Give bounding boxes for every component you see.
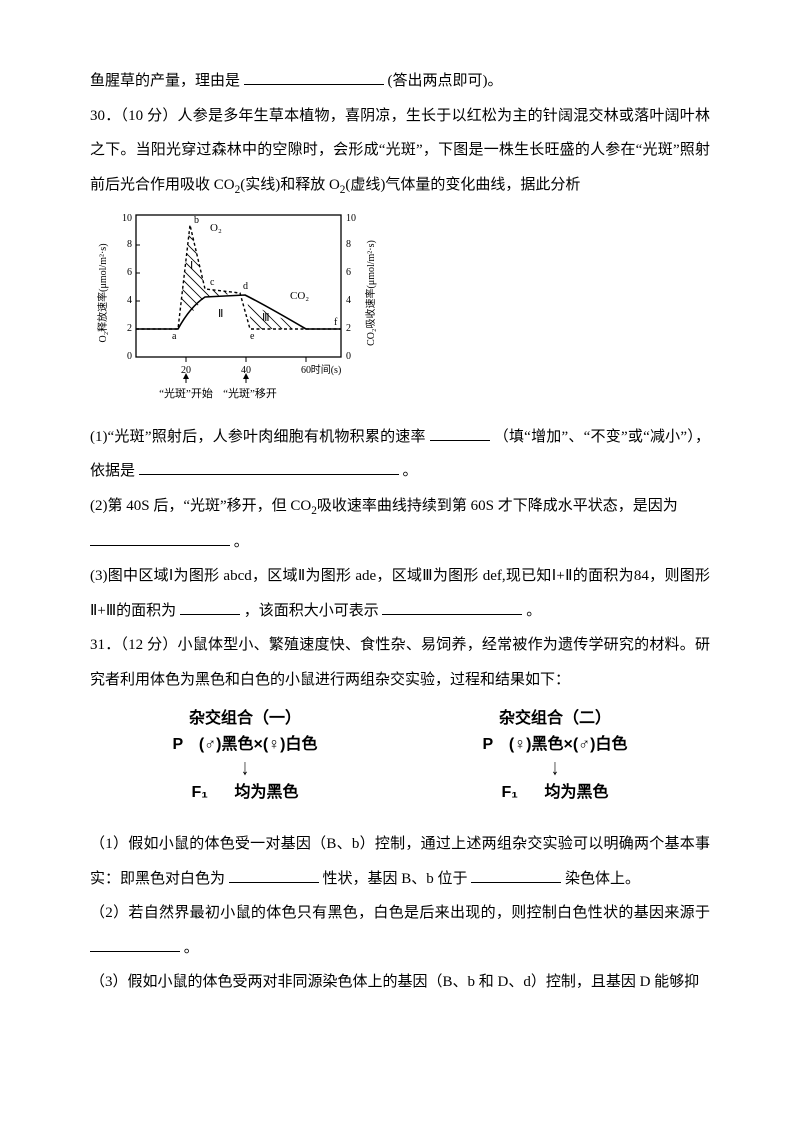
top-fragment-suffix: (答出两点即可)。	[388, 73, 503, 89]
q31-header: 31．（12 分）小鼠体型小、繁殖速度快、食性杂、易饲养，经常被作为遗传学研究的…	[90, 628, 710, 697]
svg-text:10: 10	[346, 213, 356, 224]
q31-p2-pre: （2）若自然界最初小鼠的体色只有黑色，白色是后来出现的，则控制白色性状的基因来源…	[90, 905, 710, 921]
svg-text:4: 4	[346, 295, 351, 306]
y-left-ticks: 0 2 4 6 8 10	[122, 213, 140, 362]
down-arrow-icon: ↓	[241, 758, 249, 780]
cross-left-p: P (♂)黑色×(♀)白色	[172, 733, 317, 757]
svg-text:Ⅰ: Ⅰ	[190, 260, 193, 272]
co2-curve	[136, 295, 341, 329]
down-arrow-icon: ↓	[551, 758, 559, 780]
q30-chart: 0 2 4 6 8 10 0 2 4 6 8 10	[90, 207, 710, 416]
q31-p3-text: （3）假如小鼠的体色受两对非同源染色体上的基因（B、b 和 D、d）控制，且基因…	[90, 974, 699, 990]
q30-p3-mid: ，该面积大小可表示	[244, 603, 379, 619]
q30-part1: (1)“光斑”照射后，人参叶肉细胞有机物积累的速率 （填“增加”、“不变”或“减…	[90, 420, 710, 489]
cross-diagrams: 杂交组合（一） P (♂)黑色×(♀)白色 ↓ F₁ 均为黑色 杂交组合（二） …	[90, 707, 710, 805]
q30-p1-pre: (1)“光斑”照射后，人参叶肉细胞有机物积累的速率	[90, 429, 426, 445]
q30-header: 30．（10 分）人参是多年生草本植物，喜阴凉，生长于以红松为主的针阔混交林或落…	[90, 99, 710, 204]
cross-right: 杂交组合（二） P (♀)黑色×(♂)白色 ↓ F₁ 均为黑色	[482, 707, 627, 805]
q31-part3: （3）假如小鼠的体色受两对非同源染色体上的基因（B、b 和 D、d）控制，且基因…	[90, 965, 710, 1000]
svg-text:d: d	[243, 281, 248, 292]
blank	[229, 867, 319, 883]
q30-p2-end: 。	[234, 534, 249, 550]
blank	[90, 936, 180, 952]
svg-text:Ⅱ: Ⅱ	[218, 308, 223, 320]
svg-text:a: a	[172, 331, 177, 342]
q30-p3-end: 。	[526, 603, 541, 619]
q30-p1-end: 。	[403, 463, 418, 479]
blank	[430, 425, 490, 441]
q31-p1-end: 染色体上。	[565, 871, 640, 887]
q31-header-text: 31．（12 分）小鼠体型小、繁殖速度快、食性杂、易饲养，经常被作为遗传学研究的…	[90, 637, 710, 688]
svg-text:6: 6	[127, 267, 132, 278]
point-labels: a b c d e f	[172, 215, 338, 342]
chart-frame	[136, 215, 341, 357]
q31-part1: （1）假如小鼠的体色受一对基因（B、b）控制，通过上述两组杂交实验可以明确两个基…	[90, 827, 710, 896]
x-ticks: 20 40 60 时间(s)	[181, 357, 341, 376]
cross-left: 杂交组合（一） P (♂)黑色×(♀)白色 ↓ F₁ 均为黑色	[172, 707, 317, 805]
y-right-label: CO₂吸收速率(μmol/m²·s)	[364, 241, 377, 347]
svg-text:4: 4	[127, 295, 132, 306]
blank	[382, 599, 522, 615]
q31-p2-end: 。	[184, 940, 199, 956]
y-left-label: O₂释放速率(μmol/m²·s)	[96, 244, 109, 343]
cross-right-p: P (♀)黑色×(♂)白色	[482, 733, 627, 757]
svg-text:8: 8	[127, 239, 132, 250]
svg-text:Ⅲ: Ⅲ	[262, 312, 270, 324]
svg-text:c: c	[210, 277, 215, 288]
svg-text:0: 0	[127, 351, 132, 362]
q30-p2-mid: 吸收速率曲线持续到第 60S 才下降成水平状态，是因为	[317, 498, 678, 514]
q30-p2-pre: (2)第 40S 后，“光斑”移开，但 CO	[90, 498, 311, 514]
svg-text:f: f	[334, 317, 338, 328]
top-fragment-prefix: 鱼腥草的产量，理由是	[90, 73, 240, 89]
svg-text:2: 2	[346, 323, 351, 334]
o2-curve	[136, 225, 341, 329]
chart-svg: 0 2 4 6 8 10 0 2 4 6 8 10	[90, 207, 400, 402]
q30-part2: (2)第 40S 后，“光斑”移开，但 CO2吸收速率曲线持续到第 60S 才下…	[90, 489, 710, 559]
top-fragment: 鱼腥草的产量，理由是 (答出两点即可)。	[90, 64, 710, 99]
svg-text:b: b	[194, 215, 199, 226]
blank	[180, 599, 240, 615]
cross-right-f1-label: F₁	[501, 784, 517, 801]
svg-text:0: 0	[346, 351, 351, 362]
bottom-annotations: “光斑”开始 “光斑”移开	[159, 373, 277, 400]
blank	[244, 69, 384, 85]
annot-start: “光斑”开始	[159, 386, 213, 400]
q30-part3: (3)图中区域Ⅰ为图形 abcd，区域Ⅱ为图形 ade，区域Ⅲ为图形 def,现…	[90, 559, 710, 628]
cross-right-title: 杂交组合（二）	[482, 707, 627, 731]
svg-text:e: e	[250, 331, 255, 342]
svg-text:2: 2	[127, 323, 132, 334]
cross-left-title: 杂交组合（一）	[172, 707, 317, 731]
legend-co2: CO₂	[290, 290, 309, 302]
blank	[90, 530, 230, 546]
legend-o2: O₂	[210, 222, 222, 234]
svg-text:8: 8	[346, 239, 351, 250]
y-right-ticks: 0 2 4 6 8 10	[346, 213, 356, 362]
q30-header-tail: (虚线)气体量的变化曲线，据此分析	[345, 177, 580, 193]
blank	[471, 867, 561, 883]
exam-page: 鱼腥草的产量，理由是 (答出两点即可)。 30．（10 分）人参是多年生草本植物…	[0, 0, 800, 1040]
svg-text:6: 6	[346, 267, 351, 278]
annot-end: “光斑”移开	[223, 386, 277, 400]
x-axis-label: 时间(s)	[311, 363, 342, 376]
cross-left-f1-result: 均为黑色	[235, 784, 299, 801]
svg-text:10: 10	[122, 213, 132, 224]
blank	[139, 459, 399, 475]
q30-header-mid: (实线)和释放 O	[240, 177, 340, 193]
cross-right-f1-result: 均为黑色	[545, 784, 609, 801]
svg-text:60: 60	[301, 365, 311, 376]
cross-left-f1-label: F₁	[191, 784, 207, 801]
q31-p1-mid: 性状，基因 B、b 位于	[323, 871, 468, 887]
q31-part2: （2）若自然界最初小鼠的体色只有黑色，白色是后来出现的，则控制白色性状的基因来源…	[90, 896, 710, 965]
